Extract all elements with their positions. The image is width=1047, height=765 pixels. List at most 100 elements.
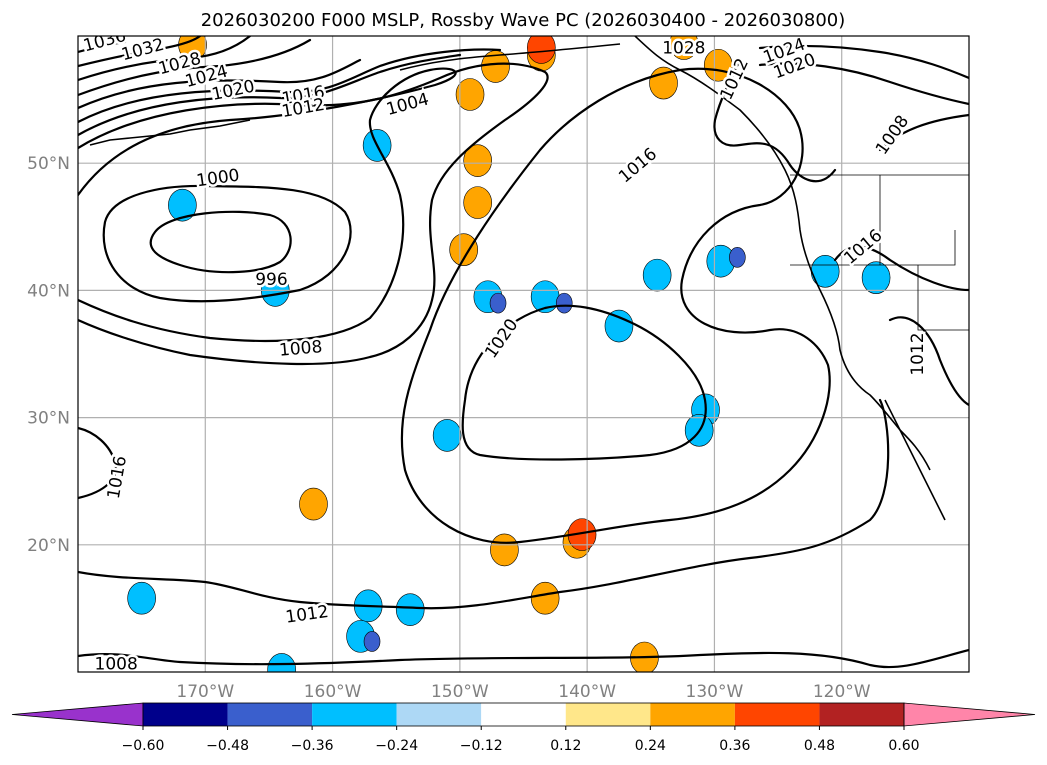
map-background bbox=[78, 36, 969, 672]
y-tick-label: 30°N bbox=[27, 409, 70, 429]
isobar-1032 bbox=[78, 36, 202, 68]
isobar-label-9: 996 bbox=[255, 270, 287, 290]
colorbar-tick-label: −0.12 bbox=[460, 738, 503, 754]
y-axis-ticks: 20°N 30°N 40°N 50°N bbox=[27, 154, 70, 556]
colorbar-segment-0 bbox=[143, 703, 228, 726]
anomaly-region-20 bbox=[127, 581, 156, 615]
isobar-1012-north-coast bbox=[713, 58, 837, 183]
anomaly-region-17 bbox=[363, 631, 381, 652]
colorbar-extend-low bbox=[11, 702, 144, 727]
anomaly-region-7 bbox=[604, 309, 634, 343]
isobar-1004 bbox=[78, 67, 457, 343]
anomaly-region-19 bbox=[861, 261, 891, 294]
colorbar-segment-1 bbox=[227, 703, 313, 726]
gridlines bbox=[78, 36, 969, 672]
colorbar-segment-2 bbox=[312, 703, 397, 726]
isobar-label-15: 1008 bbox=[95, 654, 138, 674]
x-tick-label: 140°W bbox=[558, 682, 616, 702]
anomaly-region-22 bbox=[455, 78, 485, 111]
y-tick-label: 20°N bbox=[27, 536, 70, 556]
x-tick-label: 120°W bbox=[813, 682, 871, 702]
anomaly-region-27 bbox=[527, 36, 556, 64]
state-borders bbox=[790, 174, 969, 331]
colorbar-segment-5 bbox=[565, 703, 651, 726]
y-tick-label: 40°N bbox=[27, 281, 70, 301]
isobar-1012-east bbox=[888, 316, 969, 407]
colorbar-tick-label: −0.60 bbox=[122, 738, 165, 754]
colorbar-tick-label: 0.12 bbox=[550, 738, 581, 754]
colorbar-segment-6 bbox=[650, 703, 735, 726]
border-state-2 bbox=[917, 265, 969, 331]
isobar-1008 bbox=[78, 62, 549, 366]
isobar-label-22: 1012 bbox=[908, 332, 928, 375]
colorbar-segment-4 bbox=[481, 703, 566, 726]
isobar-1008-east bbox=[878, 113, 969, 152]
isobar-1020-high bbox=[461, 304, 707, 461]
anomaly-region-13 bbox=[432, 419, 462, 452]
colorbar-extend-high bbox=[903, 702, 1036, 727]
colorbar-segment-3 bbox=[396, 703, 482, 726]
isobar-1024-ne bbox=[758, 44, 969, 80]
pc-anomaly-layer bbox=[127, 36, 891, 672]
isobar-1016-north bbox=[78, 48, 502, 124]
colorbar-segment-8 bbox=[819, 703, 904, 726]
anomaly-region-37 bbox=[703, 48, 733, 82]
isobar-1016-high bbox=[400, 67, 831, 544]
isobar-1020-ne bbox=[758, 62, 969, 106]
isobar-996 bbox=[149, 210, 292, 274]
coastline-baja bbox=[884, 399, 946, 521]
x-tick-label: 170°W bbox=[176, 682, 234, 702]
x-tick-label: 150°W bbox=[431, 682, 489, 702]
anomaly-region-15 bbox=[395, 593, 425, 626]
colorbar-frame bbox=[142, 702, 905, 727]
anomaly-region-21 bbox=[267, 653, 296, 672]
colorbar-tick-label: 0.48 bbox=[804, 738, 835, 754]
isobar-1008-south bbox=[78, 648, 969, 669]
anomaly-region-23 bbox=[463, 144, 492, 177]
isobar-1016-east bbox=[833, 245, 969, 292]
colorbar-segment-7 bbox=[734, 703, 820, 726]
anomaly-region-9 bbox=[168, 188, 197, 222]
colorbar: −0.60 −0.48 −0.36 −0.24 −0.12 0.12 0.24 0.36 0.4… bbox=[11, 702, 1036, 754]
y-tick-label: 50°N bbox=[27, 154, 70, 174]
isobar-1000 bbox=[102, 184, 352, 303]
x-tick-label: 130°W bbox=[686, 682, 744, 702]
colorbar-tick-label: 0.36 bbox=[719, 738, 750, 754]
map-frame bbox=[77, 35, 970, 673]
coastline-alaska bbox=[399, 43, 621, 71]
chart-title: 2026030200 F000 MSLP, Rossby Wave PC (20… bbox=[201, 10, 846, 31]
colorbar-tick-label: −0.48 bbox=[206, 738, 249, 754]
coastline-aleutians bbox=[89, 119, 251, 146]
isobar-1028 bbox=[78, 36, 252, 82]
colorbar-tick-label: −0.36 bbox=[291, 738, 334, 754]
anomaly-region-1 bbox=[489, 292, 507, 314]
isobar-1012-mid bbox=[78, 426, 118, 500]
isobar-label-16: 1028 bbox=[662, 39, 705, 59]
isobar-1012-south bbox=[78, 398, 890, 610]
colorbar-tick-label: 0.24 bbox=[635, 738, 666, 754]
x-axis-ticks: 170°W 160°W 150°W 140°W 130°W 120°W bbox=[176, 682, 870, 702]
colorbar-tick-label: 0.60 bbox=[888, 738, 919, 754]
anomaly-region-25 bbox=[449, 233, 478, 266]
anomaly-region-3 bbox=[555, 292, 573, 314]
anomaly-region-6 bbox=[729, 247, 746, 268]
anomaly-region-4 bbox=[642, 258, 672, 292]
border-state-1 bbox=[790, 230, 956, 266]
anomaly-region-35 bbox=[669, 36, 699, 60]
isobar-1012 bbox=[78, 53, 462, 137]
isobar-1020 bbox=[78, 58, 362, 110]
anomaly-region-33 bbox=[299, 487, 328, 521]
mslp-isobars bbox=[78, 36, 969, 669]
isobar-label-14: 1012 bbox=[284, 602, 330, 628]
anomaly-region-31 bbox=[530, 581, 560, 615]
isobar-1036 bbox=[78, 40, 127, 54]
anomaly-region-32 bbox=[490, 533, 519, 567]
coastline-north-america bbox=[634, 36, 931, 471]
anomaly-region-24 bbox=[463, 186, 492, 219]
x-tick-label: 160°W bbox=[304, 682, 362, 702]
isobar-label-10: 1008 bbox=[278, 337, 323, 361]
colorbar-tick-label: −0.24 bbox=[375, 738, 418, 754]
coastlines bbox=[89, 36, 946, 521]
